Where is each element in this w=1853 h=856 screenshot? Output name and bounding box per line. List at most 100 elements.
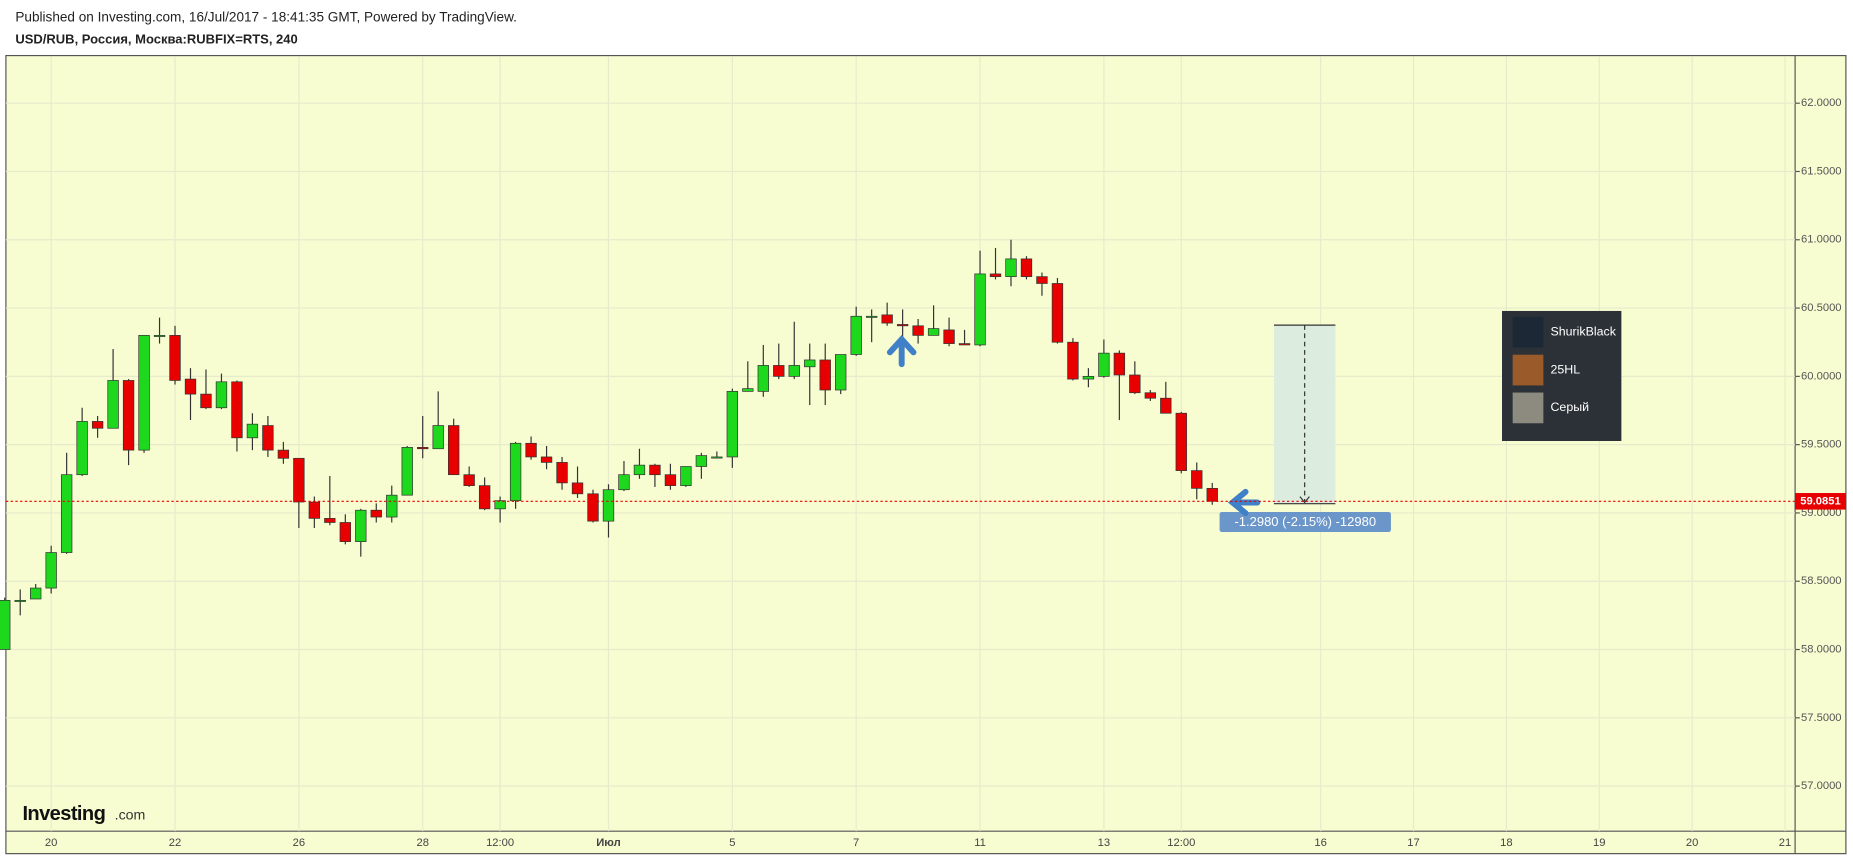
candle-body — [246, 423, 259, 439]
candle-body — [1191, 470, 1203, 489]
candle-body — [231, 381, 243, 439]
candle-body — [958, 343, 971, 346]
candle-body — [1206, 487, 1218, 502]
candle-body — [633, 464, 646, 476]
candles — [0, 239, 1218, 650]
user-name[interactable]: Серый — [1550, 400, 1589, 414]
candle-body — [1175, 412, 1187, 471]
candle-body — [773, 365, 785, 377]
candle-body — [1051, 283, 1064, 343]
candle-body — [293, 457, 305, 503]
candle-body — [865, 315, 878, 318]
chart-subtitle: USD/RUB, Россия, Москва:RUBFIX=RTS, 240 — [15, 32, 297, 47]
y-tick-label: 57.5000 — [1801, 712, 1842, 724]
candle-body — [1098, 352, 1110, 377]
candle-body — [60, 474, 73, 553]
candle-body — [45, 552, 57, 589]
candle-body — [355, 509, 367, 542]
candle-body — [370, 509, 382, 518]
candle-body — [107, 380, 119, 429]
x-tick-label: Июл — [596, 837, 620, 849]
y-tick-label: 60.5000 — [1801, 302, 1842, 314]
price-label: 59.0851 — [1800, 495, 1841, 507]
candle-body — [1005, 258, 1017, 278]
candle-body — [448, 425, 460, 476]
candle-body — [757, 365, 769, 392]
candle-body — [587, 493, 599, 522]
candle-body — [711, 456, 723, 459]
candle-body — [1082, 375, 1095, 380]
candle-body — [742, 388, 754, 392]
x-tick-label: 26 — [293, 837, 305, 849]
candle-body — [525, 442, 537, 458]
candle-body — [91, 421, 104, 429]
candle-body — [618, 474, 630, 491]
avatar — [1512, 316, 1544, 348]
candle-body — [432, 425, 444, 450]
left-arrow — [1227, 488, 1261, 517]
candle-body — [1036, 276, 1048, 284]
candle-body — [556, 462, 568, 484]
x-tick-label: 12:00 — [1167, 837, 1195, 849]
candle-body — [896, 324, 909, 327]
x-tick-label: 11 — [974, 837, 986, 849]
candle-body — [571, 482, 584, 495]
candle-body — [680, 466, 692, 486]
measure-arrow — [1299, 496, 1310, 504]
candle-body — [819, 359, 831, 391]
user-name[interactable]: 25HL — [1550, 362, 1580, 376]
y-tick-label: 61.5000 — [1801, 165, 1842, 177]
candle-body — [881, 314, 893, 324]
x-tick-label: 21 — [1779, 837, 1791, 849]
candle-body — [308, 501, 321, 519]
candle-body — [277, 449, 290, 459]
candle-body — [1113, 352, 1126, 376]
up-arrow — [886, 334, 917, 368]
x-tick-label: 16 — [1314, 837, 1326, 849]
y-tick-label: 61.0000 — [1801, 234, 1842, 246]
grid: 57.0000 57.5000 58.0000 58.5000 59.0000 59.50… — [5, 56, 1842, 849]
candle-body — [989, 273, 1002, 278]
candle-body — [386, 494, 398, 518]
candle-body — [138, 335, 150, 451]
candle-body — [664, 474, 677, 486]
candle-body — [417, 447, 429, 450]
candle-body — [695, 455, 708, 467]
candle-body — [184, 378, 197, 395]
candle-body — [339, 522, 351, 542]
measure-label-box — [1219, 511, 1391, 533]
plot-background — [5, 54, 1847, 855]
measure-box — [1273, 325, 1336, 504]
candle-body — [788, 365, 800, 377]
user-name[interactable]: ShurikBlack — [1550, 325, 1616, 339]
avatar — [1512, 354, 1544, 386]
candle-body — [927, 328, 940, 336]
y-tick-label: 58.5000 — [1801, 575, 1842, 587]
candle-body — [122, 380, 135, 451]
candle-body — [0, 599, 11, 650]
y-tick-label: 62.0000 — [1801, 97, 1842, 109]
candle-body — [324, 518, 336, 523]
x-tick-label: 13 — [1098, 837, 1110, 849]
candle-body — [1144, 392, 1156, 399]
avatar — [1512, 392, 1544, 424]
candle-body — [1067, 341, 1079, 380]
candle-body — [494, 500, 506, 510]
candle-body — [215, 381, 228, 409]
x-tick-label: 7 — [853, 837, 859, 849]
x-tick-label: 12:00 — [486, 837, 514, 849]
candle-body — [169, 335, 181, 381]
x-tick-label: 20 — [1686, 837, 1698, 849]
x-tick-label: 17 — [1407, 837, 1419, 849]
candle-body — [835, 354, 847, 391]
candle-body — [30, 587, 42, 600]
candle-body — [200, 393, 212, 409]
x-tick-label: 28 — [416, 837, 428, 849]
y-tick-label: 59.0000 — [1801, 507, 1842, 519]
candle-body — [14, 599, 26, 602]
y-tick-label: 59.5000 — [1801, 439, 1842, 451]
candle-body — [726, 391, 739, 458]
chart-title: Published on Investing.com, 16/Jul/2017 … — [15, 9, 517, 24]
